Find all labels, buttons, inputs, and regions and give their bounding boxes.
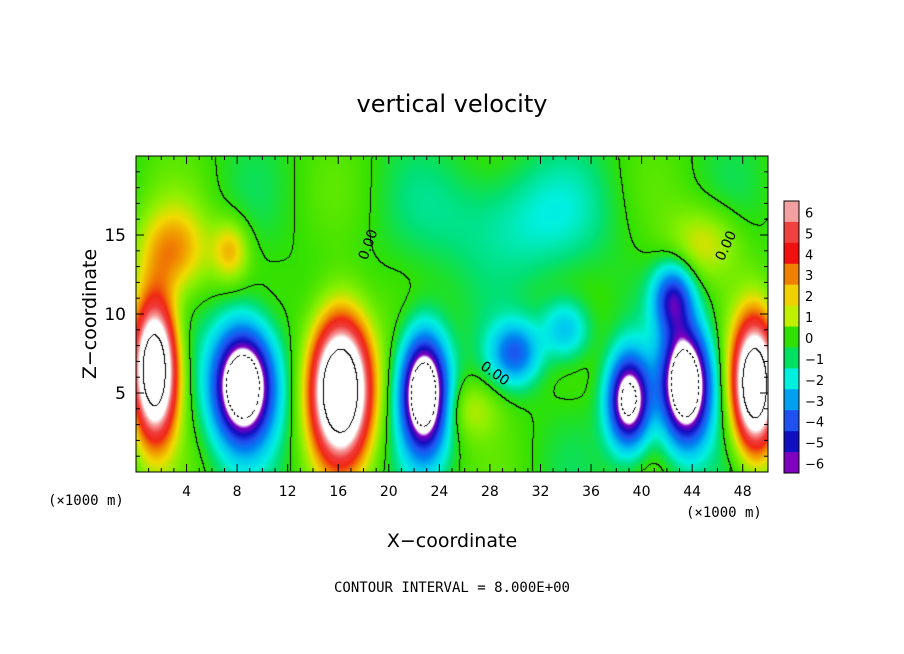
colorbar-tick-label: −3 bbox=[805, 395, 824, 410]
plot-area: 0.000.000.00 4 8 12 16 20 24 28 32 36 40 44 48 5101… bbox=[104, 155, 769, 500]
x-tick-label: 36 bbox=[582, 484, 600, 500]
x-axis-title: X−coordinate bbox=[387, 530, 517, 552]
x-axis: 4 8 12 16 20 24 28 32 36 40 44 48 bbox=[148, 156, 756, 500]
colorbar-tick-label: −1 bbox=[805, 353, 824, 368]
colorbar-tick-label: 3 bbox=[805, 269, 813, 284]
x-tick-label: 44 bbox=[683, 484, 701, 500]
y-axis: 5 10 15 bbox=[104, 171, 768, 457]
colorbar-swatch bbox=[784, 368, 799, 390]
x-tick-label: 12 bbox=[279, 484, 297, 500]
x-unit-label-right: (×1000 m) bbox=[686, 505, 762, 521]
x-tick-label: 16 bbox=[329, 484, 347, 500]
x-tick-label: 48 bbox=[734, 484, 752, 500]
colorbar-tick-label: 6 bbox=[805, 206, 813, 221]
y-axis-title: Z−coordinate bbox=[79, 249, 101, 379]
colorbar-tick-label: −4 bbox=[805, 416, 824, 431]
y-tick-label: 15 bbox=[104, 226, 126, 246]
colorbar-swatch bbox=[784, 242, 799, 265]
colorbar-swatch bbox=[784, 452, 799, 474]
chart-title: vertical velocity bbox=[357, 90, 548, 118]
colorbar-tick-label: 0 bbox=[805, 332, 813, 347]
x-unit-label-left: (×1000 m) bbox=[48, 493, 124, 509]
colorbar-tick-label: 4 bbox=[805, 248, 813, 263]
x-tick-label: 32 bbox=[532, 484, 550, 500]
colorbar-swatch bbox=[784, 263, 799, 286]
colorbar-swatch bbox=[784, 221, 799, 244]
colorbar-swatch bbox=[784, 389, 799, 411]
x-tick-label: 8 bbox=[233, 484, 242, 500]
colorbar-swatch bbox=[784, 305, 799, 328]
x-tick-label: 40 bbox=[633, 484, 651, 500]
velocity-field bbox=[136, 156, 768, 472]
colorbar-swatch bbox=[784, 201, 799, 223]
contour-interval-note: CONTOUR INTERVAL = 8.000E+00 bbox=[334, 580, 570, 596]
colorbar-swatch bbox=[784, 431, 799, 453]
colorbar-swatch bbox=[784, 347, 799, 369]
x-tick-label: 28 bbox=[481, 484, 499, 500]
colorbar-swatch bbox=[784, 410, 799, 432]
y-tick-label: 10 bbox=[104, 305, 126, 325]
colorbar-swatch bbox=[784, 284, 799, 307]
colorbar-tick-label: −5 bbox=[805, 437, 824, 452]
colorbar: 6 5 4 3 2 1 0 −1 −2 −3 −4 −5 −6 bbox=[783, 200, 824, 474]
colorbar-tick-label: −6 bbox=[805, 458, 824, 473]
x-tick-label: 20 bbox=[380, 484, 398, 500]
x-tick-label: 24 bbox=[430, 484, 448, 500]
colorbar-tick-label: 1 bbox=[805, 311, 813, 326]
colorbar-tick-label: 5 bbox=[805, 227, 813, 242]
colorbar-tick-label: 2 bbox=[805, 290, 813, 305]
x-tick-label: 4 bbox=[182, 484, 191, 500]
colorbar-swatch bbox=[784, 326, 799, 348]
colorbar-tick-label: −2 bbox=[805, 374, 824, 389]
colorbar-frame bbox=[783, 200, 800, 474]
y-tick-label: 5 bbox=[115, 384, 126, 404]
